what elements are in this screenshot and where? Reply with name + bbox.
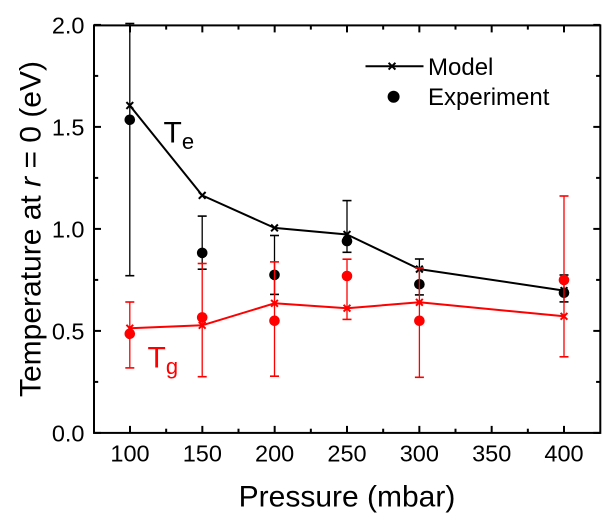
svg-text:350: 350 <box>472 441 511 467</box>
svg-text:0.0: 0.0 <box>52 420 85 446</box>
svg-text:0.5: 0.5 <box>52 318 85 344</box>
svg-text:100: 100 <box>110 441 149 467</box>
svg-text:300: 300 <box>400 441 439 467</box>
svg-text:1.0: 1.0 <box>52 216 85 242</box>
svg-text:Experiment: Experiment <box>428 84 550 111</box>
svg-text:250: 250 <box>327 441 366 467</box>
svg-text:200: 200 <box>255 441 294 467</box>
svg-text:1.5: 1.5 <box>52 114 85 140</box>
svg-text:Pressure (mbar): Pressure (mbar) <box>239 481 456 514</box>
svg-text:400: 400 <box>544 441 583 467</box>
svg-text:Model: Model <box>428 54 493 81</box>
svg-text:150: 150 <box>183 441 222 467</box>
svg-text:2.0: 2.0 <box>52 12 85 38</box>
svg-text:Temperature at r = 0 (eV): Temperature at r = 0 (eV) <box>15 61 48 397</box>
svg-text:Te: Te <box>164 117 195 154</box>
